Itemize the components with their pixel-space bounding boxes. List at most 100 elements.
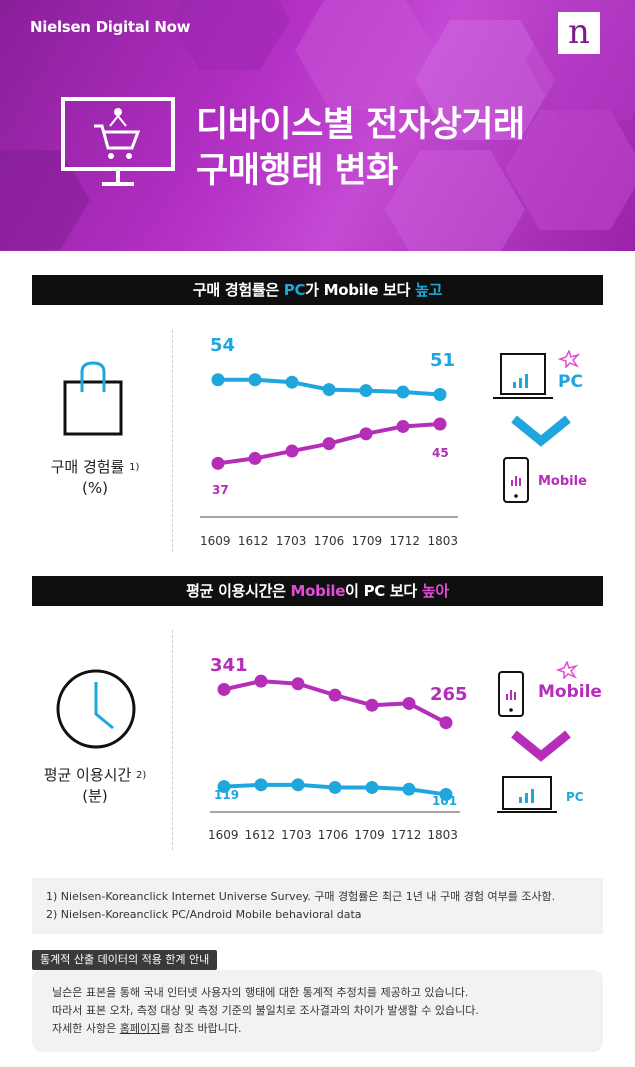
footnote-1: 1) Nielsen-Koreanclick Internet Universe… xyxy=(46,890,556,903)
footnote-ref: 1) xyxy=(129,462,140,473)
legend-pc-label: PC xyxy=(566,790,584,804)
pc-last-value: 101 xyxy=(432,794,458,808)
data-point-mobile xyxy=(254,674,268,688)
heading-highlight: 높아 xyxy=(421,582,449,600)
nielsen-logo[interactable]: n xyxy=(558,12,600,54)
data-point-pc xyxy=(365,780,379,794)
data-point-pc xyxy=(285,375,299,389)
footnote-ref: 2) xyxy=(136,770,147,781)
title-line-2: 구매행태 변화 xyxy=(196,151,398,191)
shopping-bag-icon xyxy=(63,361,123,436)
data-point-mobile xyxy=(328,688,342,702)
x-tick-label: 1703 xyxy=(275,534,307,548)
guide-tag: 통계적 산출 데이터의 적용 한계 안내 xyxy=(32,950,218,970)
x-tick-labels: 1609 1612 1703 1706 1709 1712 1803 xyxy=(208,828,458,842)
data-point-mobile xyxy=(291,677,305,691)
x-tick-label: 1706 xyxy=(317,828,349,842)
section2-label: 평균 이용시간 2) (분) xyxy=(30,765,160,807)
guide-text: 자세한 사항은 xyxy=(52,1022,120,1035)
mobile-first-value: 37 xyxy=(212,483,229,497)
label-unit: (분) xyxy=(82,787,108,805)
divider xyxy=(172,630,173,850)
chevron-down-icon xyxy=(511,730,571,762)
heading-mobile: Mobile xyxy=(290,582,346,600)
pc-last-value: 51 xyxy=(430,350,456,371)
data-point-mobile xyxy=(433,417,447,431)
guide-line-3: 자세한 사항은 홈페이지를 참조 바랍니다. xyxy=(52,1020,583,1038)
header-banner: Nielsen Digital Now n 디바이스별 전자상거래 구매행태 변… xyxy=(0,0,635,251)
label-unit: (%) xyxy=(82,479,108,497)
smartphone-icon xyxy=(503,457,529,503)
label-text: 구매 경험률 xyxy=(50,458,125,476)
data-point-pc xyxy=(254,778,268,792)
legend-mobile-label: Mobile xyxy=(538,682,602,702)
x-tick-label: 1712 xyxy=(389,534,421,548)
divider xyxy=(172,330,173,552)
section1-heading: 구매 경험률은 PC가 Mobile 보다 높고 xyxy=(32,275,603,305)
data-point-pc xyxy=(402,782,416,796)
x-tick-label: 1803 xyxy=(427,534,458,548)
star-burst-icon xyxy=(558,350,580,368)
x-tick-label: 1609 xyxy=(200,534,231,548)
data-point-mobile xyxy=(211,456,225,470)
data-point-pc xyxy=(359,384,373,398)
x-tick-label: 1612 xyxy=(244,828,276,842)
homepage-link[interactable]: 홈페이지 xyxy=(119,1022,161,1035)
data-point-pc xyxy=(396,385,410,399)
guide-text: 를 참조 바랍니다. xyxy=(160,1022,242,1035)
label-text: 평균 이용시간 xyxy=(43,766,132,784)
x-tick-label: 1712 xyxy=(390,828,422,842)
star-burst-icon xyxy=(556,661,578,679)
data-point-mobile xyxy=(359,427,373,441)
data-point-pc xyxy=(328,780,342,794)
footnotes: 1) Nielsen-Koreanclick Internet Universe… xyxy=(32,878,603,934)
data-point-pc xyxy=(248,373,262,387)
x-tick-label: 1703 xyxy=(281,828,312,842)
data-point-pc xyxy=(217,780,231,794)
chart-purchase-rate xyxy=(200,373,458,518)
data-point-pc xyxy=(322,383,336,397)
chevron-down-icon xyxy=(511,415,571,447)
heading-text: 이 PC 보다 xyxy=(345,582,422,600)
mobile-last-value: 45 xyxy=(432,446,449,460)
page-title: 디바이스별 전자상거래 구매행태 변화 xyxy=(196,102,525,194)
data-point-mobile xyxy=(402,696,416,710)
x-tick-label: 1612 xyxy=(237,534,269,548)
monitor-cart-icon xyxy=(61,97,175,186)
data-point-mobile xyxy=(396,419,410,433)
legend-pc-label: PC xyxy=(558,372,583,392)
laptop-icon xyxy=(497,776,557,813)
data-point-mobile xyxy=(322,437,336,451)
heading-text: 가 Mobile 보다 xyxy=(305,281,416,299)
data-point-mobile xyxy=(365,698,379,712)
footnote-2: 2) Nielsen-Koreanclick PC/Android Mobile… xyxy=(46,908,362,921)
section2-heading: 평균 이용시간은 Mobile이 PC 보다 높아 xyxy=(32,576,603,606)
legend-mobile-label: Mobile xyxy=(538,474,587,489)
x-tick-label: 1709 xyxy=(351,534,383,548)
data-point-pc xyxy=(211,373,225,387)
pc-first-value: 119 xyxy=(214,788,240,802)
heading-text: 평균 이용시간은 xyxy=(186,582,291,600)
data-point-mobile xyxy=(248,451,262,465)
heading-highlight: 높고 xyxy=(415,281,443,299)
heading-text: 구매 경험률은 xyxy=(192,281,284,299)
hexagon-pattern xyxy=(0,0,635,251)
data-point-pc xyxy=(291,778,305,792)
pc-first-value: 54 xyxy=(210,335,236,356)
laptop-icon xyxy=(493,353,553,399)
data-point-pc xyxy=(439,787,453,801)
mobile-last-value: 265 xyxy=(430,684,468,705)
data-point-mobile xyxy=(217,682,231,696)
x-tick-label: 1803 xyxy=(427,828,458,842)
data-point-mobile xyxy=(439,716,453,730)
brand-name: Nielsen Digital Now xyxy=(30,18,191,36)
x-tick-label: 1706 xyxy=(313,534,345,548)
chart-usage-time xyxy=(210,674,460,813)
logo-letter: n xyxy=(568,12,590,52)
data-point-pc xyxy=(433,388,447,401)
title-line-1: 디바이스별 전자상거래 xyxy=(196,105,525,145)
guide-box: 닐슨은 표본을 통해 국내 인터넷 사용자의 행태에 대한 통계적 추정치를 제… xyxy=(32,970,603,1052)
smartphone-icon xyxy=(498,671,524,717)
heading-pc: PC xyxy=(283,281,306,299)
x-tick-label: 1709 xyxy=(354,828,385,842)
